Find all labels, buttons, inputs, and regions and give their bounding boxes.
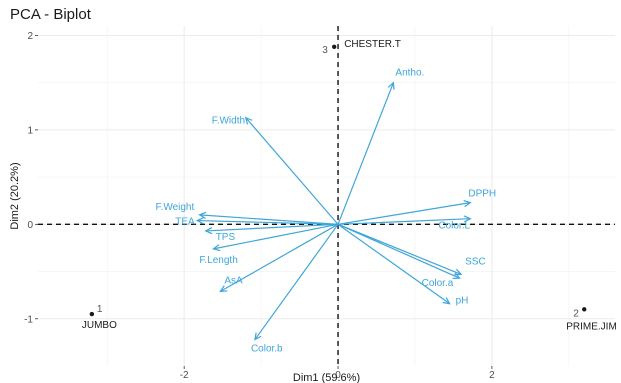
y-tick-label: 0 [27,220,33,231]
plot-panel [38,26,615,366]
individual-point [89,311,95,317]
variable-arrow-color-b [254,223,339,340]
arrow-head-icon [463,215,472,223]
y-tick-label: 2 [27,31,33,42]
variable-label: TPS [216,232,236,243]
variable-label: SSC [465,256,486,267]
variable-arrow-f-weight [199,214,339,225]
arrow-head-icon [463,200,472,208]
arrow-head-icon [452,272,461,279]
variable-label: DPPH [468,189,496,200]
y-tick-label: -1 [24,314,33,325]
arrow-head-icon [212,244,221,252]
y-tick-label: 1 [27,125,33,136]
variable-label: TEA [175,217,195,228]
arrow-head-icon [204,227,213,235]
variable-label: F.Length [199,255,237,266]
chart-title: PCA - Biplot [10,6,91,23]
individual-number: 2 [573,308,579,319]
variable-label: Color.a [422,278,454,289]
x-tick-label: 2 [489,370,495,381]
arrow-head-icon [219,285,228,293]
x-tick-label: 0 [335,370,341,381]
variable-label: pH [456,296,469,307]
variable-label: Color.L [438,221,470,232]
arrow-head-icon [442,297,451,305]
individual-name: PRIME.JIM [566,321,617,332]
variable-label: AsA [224,275,243,286]
variable-arrow-tps [205,223,339,232]
variable-arrow-color-l [338,218,471,225]
individual-number: 3 [322,45,328,56]
individual-point [582,307,587,312]
arrow-head-icon [254,332,262,341]
variable-arrow-f-width [245,117,339,225]
arrow-head-icon [198,211,207,219]
variable-arrow-dpph [337,202,471,225]
individual-number: 1 [97,304,103,315]
x-axis-title: Dim1 (59.6%) [293,372,360,383]
individual-name: JUMBO [82,320,117,331]
y-axis-title: Dim2 (20.2%) [9,162,21,229]
variable-arrow-ph [337,223,450,305]
individual-point [331,44,337,49]
arrow-head-icon [387,81,395,90]
variable-label: F.Weight [156,202,195,213]
variable-arrow-asa [220,223,339,292]
variable-label: Color.b [251,344,283,355]
arrow-head-icon [244,116,253,125]
variable-label: F.Width [212,116,245,127]
variable-arrow-ssc [337,223,462,275]
variable-arrow-tea [197,219,339,225]
variable-arrow-f-length [213,223,339,250]
individual-name: CHESTER.T [344,39,401,50]
x-tick-label: -2 [180,370,189,381]
variable-arrow-color-a [337,223,460,279]
arrow-head-icon [195,217,204,225]
variable-label: Antho. [395,68,424,79]
variable-arrow-antho [337,82,394,225]
